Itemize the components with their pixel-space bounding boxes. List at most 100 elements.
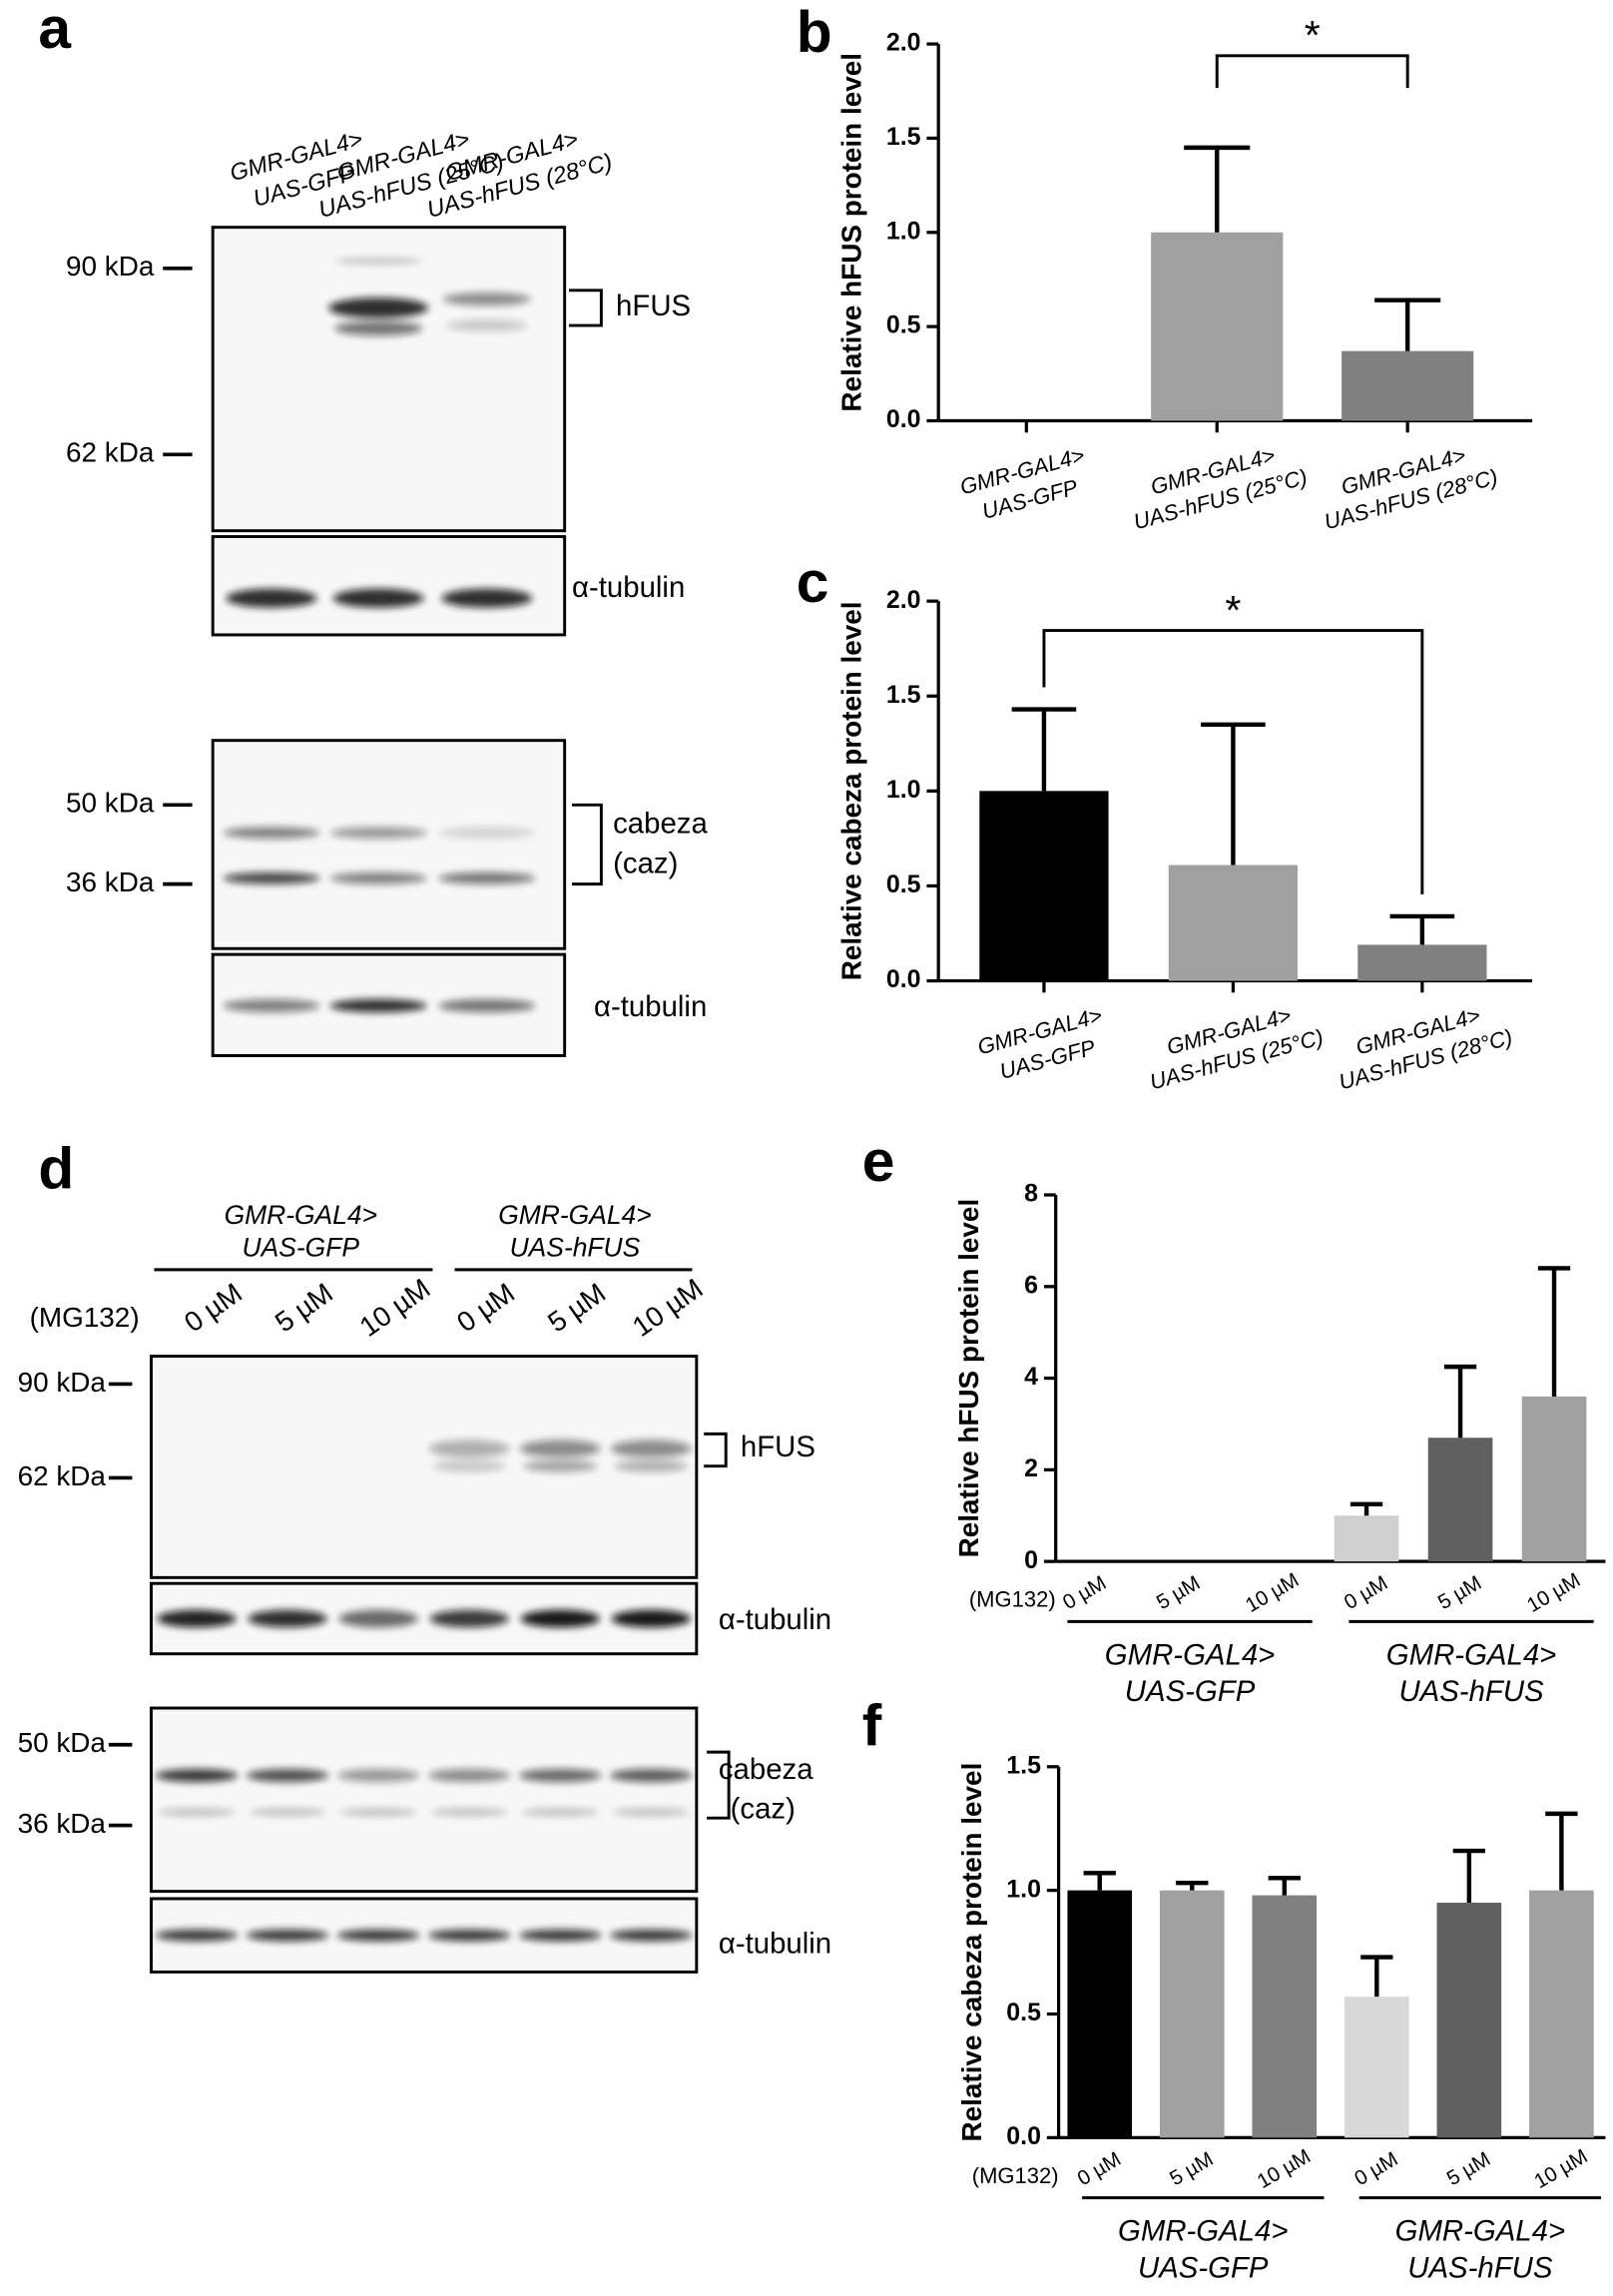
error-bar: [1374, 297, 1441, 351]
error-bar: [1011, 707, 1077, 792]
group-label: GMR-GAL4>: [498, 1200, 651, 1230]
blot-band: [519, 1929, 602, 1942]
error-bar: [1184, 145, 1251, 233]
bar: [1436, 1903, 1502, 2138]
blot-band: [438, 827, 536, 840]
marker-label: 36 kDa: [66, 866, 155, 897]
x-tick-label: 5 µM: [1443, 2147, 1494, 2190]
panel-label: e: [862, 1129, 895, 1194]
blot-band: [614, 1459, 689, 1472]
blot-band: [337, 1768, 420, 1783]
marker-label: 62 kDa: [18, 1460, 107, 1491]
y-axis-title: Relative cabeza protein level: [956, 1763, 987, 2142]
blot-band: [334, 320, 423, 336]
x-tick-label: 0 µM: [1059, 1571, 1110, 1614]
group-label: GMR-GAL4>: [1386, 1638, 1557, 1671]
blot-band: [429, 1609, 509, 1628]
x-tick-label: 10 µM: [1242, 1568, 1303, 1617]
bar: [1067, 1890, 1133, 2138]
bracket: [704, 1432, 728, 1468]
marker-label: 62 kDa: [66, 437, 155, 468]
dose-label: 5 µM: [542, 1277, 611, 1338]
dose-label: 10 µM: [627, 1273, 709, 1343]
bracket: [707, 1750, 731, 1820]
group-label: UAS-hFUS: [1407, 2251, 1553, 2284]
marker-label: 36 kDa: [18, 1808, 107, 1839]
y-axis-title: Relative hFUS protein level: [835, 53, 866, 412]
y-tick-label: 0.5: [1006, 1999, 1041, 2026]
blot-band: [329, 827, 427, 840]
error-bar: [1537, 1266, 1571, 1397]
blot-band: [329, 998, 427, 1013]
blot-band: [155, 1929, 239, 1942]
x-tick-label: 0 µM: [1341, 1571, 1391, 1614]
error-bar: [1201, 722, 1266, 865]
blot-band: [446, 319, 528, 331]
blot-band: [223, 871, 320, 884]
blot-band: [223, 998, 320, 1013]
significance-bracket: [1215, 54, 1409, 89]
bar: [1334, 1515, 1399, 1562]
x-tick-label: 0 µM: [1350, 2147, 1401, 2190]
group-label: UAS-GFP: [1138, 2251, 1269, 2284]
error-bar: [1268, 1876, 1301, 1896]
blot-band: [438, 998, 536, 1013]
bar: [1529, 1890, 1594, 2138]
y-tick-label: 0: [1024, 1546, 1038, 1574]
blot-frame: [211, 226, 567, 533]
significance-label: *: [1225, 587, 1241, 633]
group-label: UAS-hFUS: [510, 1232, 641, 1262]
band-label: α-tubulin: [572, 571, 685, 604]
blot-frame: [211, 739, 567, 950]
dose-label: 0 µM: [179, 1277, 248, 1338]
blot-band: [248, 1609, 327, 1628]
x-tick-label: 10 µM: [1523, 1568, 1584, 1617]
error-bar: [1360, 1955, 1393, 1998]
blot-band: [157, 1609, 237, 1628]
x-tick-label: GMR-GAL4>UAS-hFUS (25°C): [1147, 1002, 1326, 1094]
y-tick-label: 1.0: [1006, 1875, 1041, 1903]
band-label: hFUS: [741, 1431, 815, 1463]
error-bar: [1443, 1364, 1477, 1438]
band-label: cabeza: [719, 1753, 813, 1786]
error-bar: [1452, 1848, 1486, 1904]
y-tick-label: 1.5: [1006, 1751, 1041, 1779]
bar: [1252, 1895, 1318, 2138]
panel-label: a: [38, 0, 72, 61]
x-tick-label: 5 µM: [1153, 1571, 1204, 1614]
band-label: α-tubulin: [594, 990, 707, 1023]
blot-band: [428, 1768, 511, 1783]
bracket: [569, 288, 603, 327]
blot-band: [329, 871, 427, 884]
y-tick-label: 1.5: [886, 123, 921, 151]
blot-band: [328, 297, 429, 318]
bar: [1344, 1997, 1409, 2138]
y-tick-label: 8: [1024, 1180, 1038, 1208]
band-label: (caz): [731, 1793, 796, 1826]
error-bar: [1349, 1501, 1383, 1516]
y-axis-title: Relative hFUS protein level: [953, 1199, 984, 1558]
blot-band: [610, 1439, 692, 1457]
group-label: GMR-GAL4>: [1395, 2215, 1566, 2248]
y-tick-label: 0.0: [886, 965, 921, 993]
y-tick-label: 4: [1024, 1363, 1038, 1391]
marker-label: 50 kDa: [18, 1727, 107, 1758]
y-tick-label: 1.5: [886, 681, 921, 709]
blot-band: [519, 1439, 601, 1457]
blot-band: [610, 1929, 693, 1942]
y-tick-label: 2.0: [886, 29, 921, 57]
blot-band: [610, 1768, 693, 1783]
group-label: UAS-GFP: [243, 1232, 360, 1262]
bar: [1357, 944, 1487, 981]
group-label: GMR-GAL4>: [1105, 1638, 1276, 1671]
significance-label: *: [1305, 12, 1321, 58]
blot-band: [613, 1808, 690, 1816]
x-tick-label: GMR-GAL4>UAS-GFP: [975, 1002, 1105, 1084]
bar: [1342, 350, 1474, 421]
panel-label: f: [862, 1694, 882, 1759]
error-bar: [1389, 913, 1455, 945]
x-tick-label: 10 µM: [1530, 2144, 1591, 2193]
marker-label: 90 kDa: [18, 1367, 107, 1398]
x-tick-label: GMR-GAL4>UAS-hFUS (28°C): [1337, 1002, 1515, 1094]
x-tick-label: 5 µM: [1166, 2147, 1217, 2190]
